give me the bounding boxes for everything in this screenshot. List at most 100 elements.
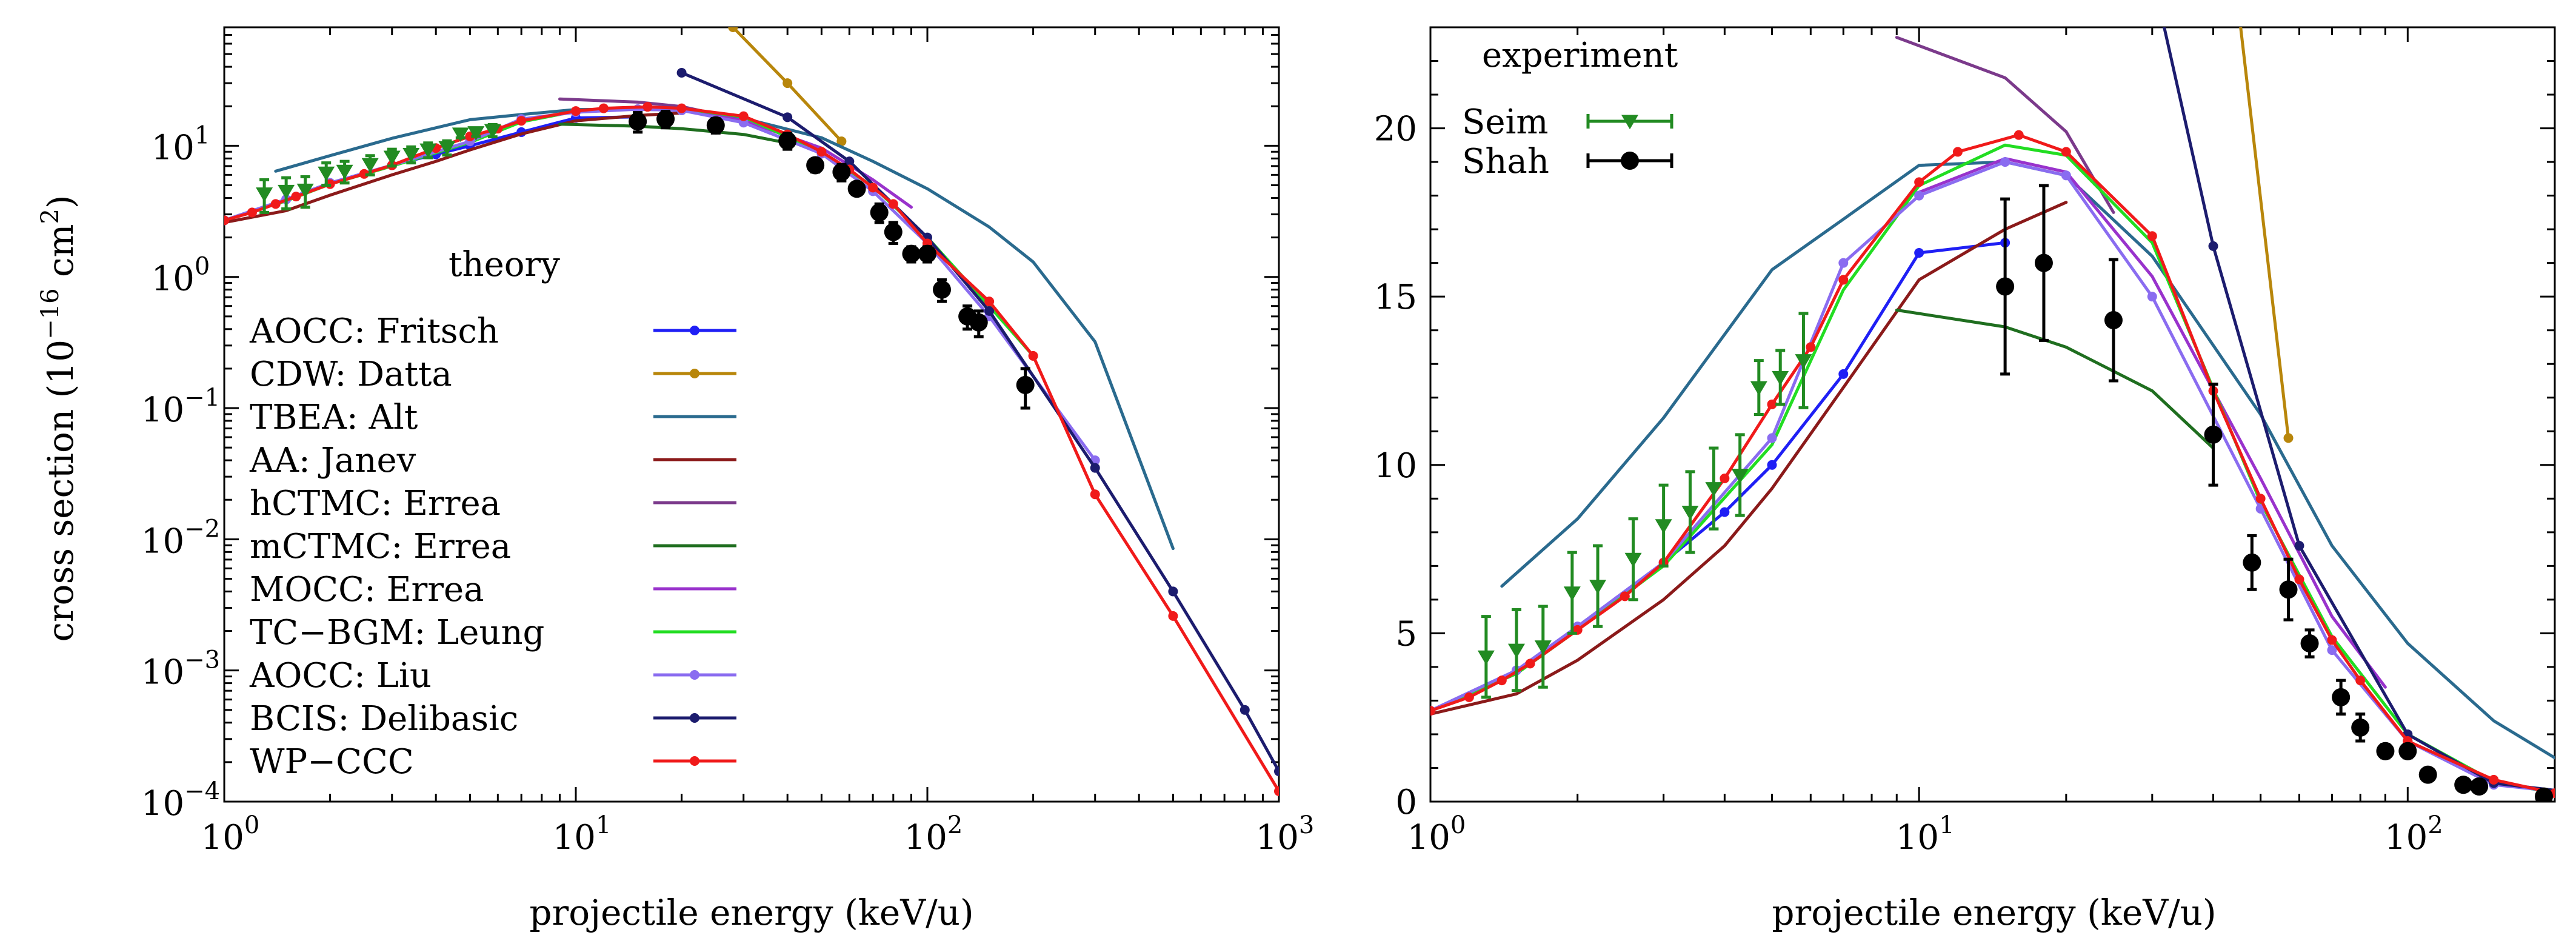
- tick-exponent: 1: [195, 121, 210, 149]
- tick-base: 10: [1896, 818, 1939, 857]
- right-point-seim: [1795, 354, 1812, 369]
- left-series-aa-janev: [224, 111, 684, 224]
- tick-base: 10: [1407, 818, 1450, 857]
- tick-base: 10: [152, 128, 195, 167]
- right-point-aocc-fritsch: [1838, 369, 1849, 379]
- legend-label-shah: Shah: [1462, 142, 1549, 181]
- right-point-aocc-fritsch: [1767, 460, 1777, 470]
- right-point-seim: [1589, 580, 1607, 594]
- right-point-aocc-liu: [2061, 170, 2071, 181]
- left-point-bcis-delibasic: [1090, 463, 1100, 473]
- right-point-shah: [2204, 425, 2223, 444]
- right-point-cdw-datta: [2283, 433, 2294, 443]
- right-point-wp-ccc: [1952, 147, 1963, 157]
- tick-base: 10: [553, 818, 596, 857]
- right-series-hctmc-errea: [1895, 36, 2115, 214]
- experiment-legend-title: experiment: [1482, 36, 1678, 75]
- right-point-shah: [2104, 311, 2123, 330]
- right-point-wp-ccc: [1430, 706, 1435, 716]
- left-point-shah: [902, 244, 921, 263]
- left-point-cdw-datta: [782, 78, 793, 89]
- legend-label-tc-bgm-leung: TC−BGM: Leung: [250, 613, 544, 652]
- right-point-wp-ccc: [2489, 774, 2499, 785]
- right-plot-frame: [1429, 26, 2556, 803]
- right-experiment-points: [1477, 184, 2554, 802]
- left-point-wp-ccc: [642, 102, 653, 112]
- right-series-aa-janev: [1430, 201, 2068, 716]
- left-point-seim: [256, 187, 273, 202]
- left-point-shah: [806, 156, 825, 175]
- right-point-shah: [2454, 776, 2473, 794]
- right-point-wp-ccc: [1914, 177, 1924, 187]
- right-point-shah: [2470, 777, 2489, 796]
- tick-base: 10: [141, 521, 184, 561]
- right-point-aocc-liu: [1767, 433, 1777, 443]
- legend-marker-aocc-liu: [690, 670, 699, 680]
- left-x-tick-label: 101: [553, 811, 612, 857]
- right-point-wp-ccc: [1525, 659, 1535, 669]
- left-point-wp-ccc: [224, 215, 229, 226]
- right-point-bcis-delibasic: [2208, 241, 2218, 251]
- tick-exponent: 0: [244, 811, 259, 839]
- left-y-axis-title: cross section (10−16 cm2): [36, 195, 81, 642]
- tick-base: 10: [904, 818, 947, 857]
- left-y-tick-label: 10−3: [141, 646, 220, 692]
- right-point-shah: [2279, 580, 2298, 599]
- tick-exponent: 0: [1450, 811, 1466, 839]
- left-point-seim: [318, 166, 335, 181]
- theory-legend-title: theory: [449, 245, 560, 284]
- left-point-shah: [847, 179, 866, 198]
- left-point-wp-ccc: [291, 192, 301, 202]
- y-title-close: ): [40, 195, 81, 209]
- right-point-shah: [2535, 787, 2554, 802]
- right-point-wp-ccc: [2147, 231, 2157, 241]
- right-point-seim: [1750, 381, 1767, 396]
- right-point-wp-ccc: [1838, 275, 1849, 285]
- right-series-aocc-liu: [1430, 160, 2555, 793]
- right-series: [1430, 27, 2555, 799]
- legend-marker-shah: [1621, 152, 1639, 170]
- right-point-wp-ccc: [2255, 494, 2266, 504]
- tick-base: 10: [141, 653, 184, 692]
- right-point-wp-ccc: [2327, 635, 2337, 645]
- left-x-tick-label: 102: [904, 811, 963, 857]
- tick-exponent: 2: [2428, 811, 2443, 839]
- tick-base: 10: [152, 260, 195, 299]
- left-point-shah: [870, 203, 889, 222]
- left-point-seim: [419, 143, 437, 158]
- tick-exponent: 0: [195, 253, 210, 281]
- right-point-aocc-fritsch: [1914, 247, 1924, 258]
- right-point-wp-ccc: [1464, 692, 1474, 702]
- left-point-seim: [336, 164, 353, 179]
- left-point-seim: [296, 183, 314, 198]
- right-point-wp-ccc: [1497, 675, 1507, 686]
- right-point-wp-ccc: [2061, 147, 2071, 157]
- left-point-wp-ccc: [270, 199, 281, 209]
- right-x-axis-title: projectile energy (keV/u): [1772, 892, 2216, 933]
- right-point-seim: [1534, 640, 1552, 655]
- right-point-aocc-liu: [2327, 645, 2337, 655]
- left-point-wp-ccc: [984, 297, 995, 307]
- tick-base: 10: [141, 391, 184, 430]
- left-point-seim: [383, 150, 401, 166]
- left-series-bcis-delibasic: [680, 71, 1279, 773]
- right-series-wp-ccc: [1430, 133, 2555, 795]
- tick-exponent: −4: [184, 777, 220, 805]
- left-point-wp-ccc: [738, 111, 749, 121]
- legend-marker-aocc-fritsch: [690, 326, 699, 335]
- right-point-seim: [1731, 468, 1749, 483]
- left-point-shah: [884, 223, 903, 241]
- right-point-seim: [1655, 519, 1672, 534]
- left-point-wp-ccc: [816, 147, 827, 157]
- tick-exponent: 1: [596, 811, 611, 839]
- left-point-seim: [278, 184, 295, 199]
- tick-exponent: 1: [1939, 811, 1954, 839]
- right-y-tick-label: 20: [1374, 110, 1417, 149]
- right-point-shah: [2418, 765, 2437, 784]
- right-point-wp-ccc: [2014, 130, 2024, 140]
- legend-label-aa-janev: AA: Janev: [249, 441, 416, 480]
- right-series-tbea-alt: [1500, 160, 2555, 760]
